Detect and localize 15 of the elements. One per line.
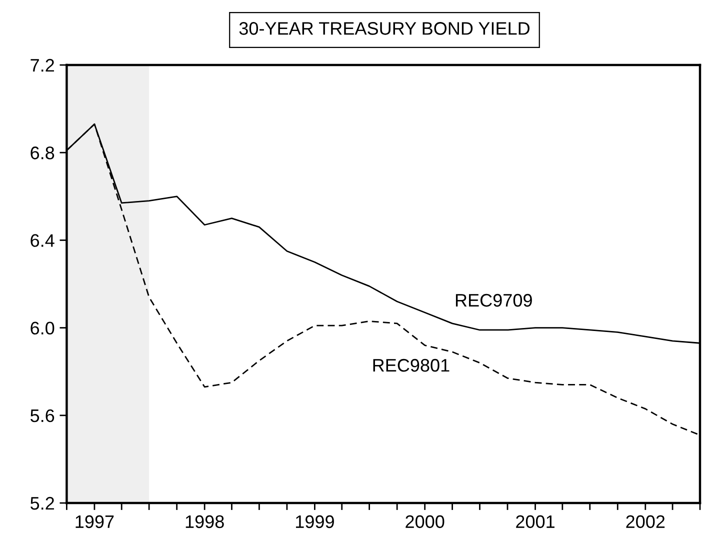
x-tick-label: 2001 [516, 515, 554, 528]
x-tick-label: 1998 [186, 515, 224, 528]
series-label: REC9709 [456, 294, 532, 307]
chart-title: 30-YEAR TREASURY BOND YIELD [239, 22, 530, 35]
x-tick-label: 1997 [76, 515, 114, 528]
x-tick-label: 1999 [296, 515, 334, 528]
y-tick-label: 5.2 [30, 496, 54, 510]
y-tick-label: 6.4 [30, 234, 54, 247]
y-tick-label: 5.6 [30, 409, 54, 422]
series-label: REC9801 [373, 358, 450, 372]
y-tick-label: 7.2 [30, 58, 54, 72]
x-tick-label: 2000 [406, 515, 444, 528]
y-tick-label: 6.0 [30, 322, 54, 335]
y-tick-label: 6.8 [30, 146, 54, 160]
x-tick-label: 2002 [626, 515, 665, 528]
